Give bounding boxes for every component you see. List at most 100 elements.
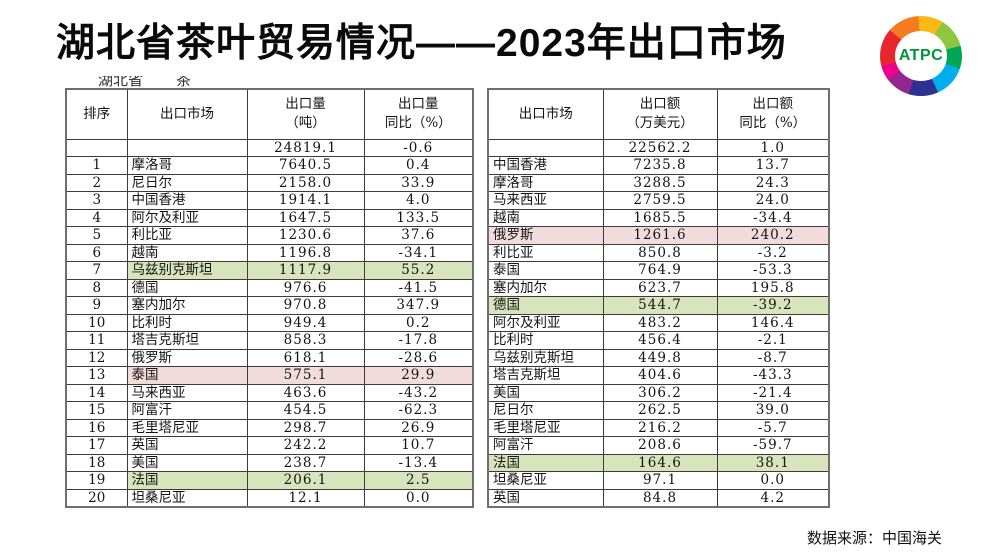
- rank-cell: 3: [65, 191, 128, 210]
- market-cell: 阿尔及利亚: [487, 313, 604, 332]
- value-cell: 544.7: [602, 296, 718, 315]
- market-cell: 越南: [126, 243, 248, 262]
- yoy-cell: -39.2: [716, 296, 830, 315]
- table-row: 毛里塔尼亚 216.2 -5.7: [487, 418, 830, 437]
- table-row: 1 摩洛哥 7640.5 0.4: [65, 156, 474, 175]
- table-row: 4 阿尔及利亚 1647.5 133.5: [65, 208, 474, 227]
- rank-cell: 6: [65, 243, 128, 262]
- value-cell: 623.7: [602, 278, 718, 297]
- value-cell: 12.1: [246, 488, 365, 507]
- value-cell: 764.9: [602, 261, 718, 280]
- value-cell: 208.6: [602, 436, 718, 455]
- rank-cell: 5: [65, 226, 128, 245]
- market-cell: 阿富汗: [126, 401, 248, 420]
- table-row: 坦桑尼亚 97.1 0.0: [487, 471, 830, 490]
- table-row: 17 英国 242.2 10.7: [65, 436, 474, 455]
- rank-cell: 1: [65, 156, 128, 175]
- table-row: 20 坦桑尼亚 12.1 0.0: [65, 488, 474, 507]
- market-cell: 尼日尔: [126, 173, 248, 192]
- yoy-cell: -41.5: [363, 278, 474, 297]
- table-row: 2 尼日尔 2158.0 33.9: [65, 173, 474, 192]
- value-cell: 306.2: [602, 383, 718, 402]
- market-cell: 摩洛哥: [487, 173, 604, 192]
- yoy-cell: 13.7: [716, 156, 830, 175]
- market-cell: 美国: [126, 453, 248, 472]
- header-cell: 排序: [65, 88, 128, 140]
- value-cell: 449.8: [602, 348, 718, 367]
- yoy-cell: -13.4: [363, 453, 474, 472]
- value-cell: 858.3: [246, 331, 365, 350]
- value-cell: 1914.1: [246, 191, 365, 210]
- header-cell: 出口额 同比（%）: [716, 88, 830, 140]
- table-row: 6 越南 1196.8 -34.1: [65, 243, 474, 262]
- yoy-cell: 37.6: [363, 226, 474, 245]
- yoy-cell: 240.2: [716, 226, 830, 245]
- export-volume-table: 排序 出口市场 出口量 （吨） 出口量 同比（%） 24819.1 -0.6 1 摩洛哥 764…: [65, 88, 474, 508]
- table-row: 14 马来西亚 463.6 -43.2: [65, 383, 474, 402]
- table-row: 美国 306.2 -21.4: [487, 383, 830, 402]
- table-row: 马来西亚 2759.5 24.0: [487, 191, 830, 210]
- yoy-cell: 0.2: [363, 313, 474, 332]
- value-cell: 456.4: [602, 331, 718, 350]
- table-row: 10 比利时 949.4 0.2: [65, 313, 474, 332]
- value-cell: 84.8: [602, 488, 718, 507]
- value-cell: 1647.5: [246, 208, 365, 227]
- table-row: 越南 1685.5 -34.4: [487, 208, 830, 227]
- table-row: 7 乌兹别克斯坦 1117.9 55.2: [65, 261, 474, 280]
- yoy-cell: 146.4: [716, 313, 830, 332]
- table-row: 乌兹别克斯坦 449.8 -8.7: [487, 348, 830, 367]
- table-row: 摩洛哥 3288.5 24.3: [487, 173, 830, 192]
- export-value-table: 出口市场 出口额 （万美元） 出口额 同比（%） 22562.2 1.0 中国香港 7235…: [487, 88, 830, 508]
- value-cell: 454.5: [246, 401, 365, 420]
- rank-cell: 10: [65, 313, 128, 332]
- header-cell: 出口额 （万美元）: [602, 88, 718, 140]
- market-cell: 塞内加尔: [487, 278, 604, 297]
- rank-cell: 13: [65, 366, 128, 385]
- market-cell: 阿尔及利亚: [126, 208, 248, 227]
- table-row: 3 中国香港 1914.1 4.0: [65, 191, 474, 210]
- table-row: 尼日尔 262.5 39.0: [487, 401, 830, 420]
- market-cell: 摩洛哥: [126, 156, 248, 175]
- rank-cell: 2: [65, 173, 128, 192]
- yoy-cell: -21.4: [716, 383, 830, 402]
- yoy-cell: -43.2: [363, 383, 474, 402]
- yoy-cell: 26.9: [363, 418, 474, 437]
- value-cell: 850.8: [602, 243, 718, 262]
- table-row: 德国 544.7 -39.2: [487, 296, 830, 315]
- yoy-cell: 133.5: [363, 208, 474, 227]
- yoy-cell: -53.3: [716, 261, 830, 280]
- yoy-cell: 0.0: [716, 471, 830, 490]
- value-cell: 1261.6: [602, 226, 718, 245]
- value-cell: 970.8: [246, 296, 365, 315]
- rank-cell: 8: [65, 278, 128, 297]
- value-cell: 404.6: [602, 366, 718, 385]
- yoy-cell: 2.5: [363, 471, 474, 490]
- market-cell: 中国香港: [487, 156, 604, 175]
- yoy-cell: -34.4: [716, 208, 830, 227]
- market-cell: 法国: [126, 471, 248, 490]
- value-cell: 164.6: [602, 453, 718, 472]
- rank-cell: 12: [65, 348, 128, 367]
- header-cell: 出口市场: [126, 88, 248, 140]
- yoy-cell: 4.2: [716, 488, 830, 507]
- market-cell: 毛里塔尼亚: [487, 418, 604, 437]
- table-row: 阿尔及利亚 483.2 146.4: [487, 313, 830, 332]
- value-cell: 22562.2: [602, 138, 718, 157]
- market-cell: 德国: [487, 296, 604, 315]
- page-title: 湖北省茶叶贸易情况——2023年出口市场: [56, 22, 787, 65]
- yoy-cell: 38.1: [716, 453, 830, 472]
- market-cell: 尼日尔: [487, 401, 604, 420]
- value-cell: 976.6: [246, 278, 365, 297]
- export-value-table-container: 出口市场 出口额 （万美元） 出口额 同比（%） 22562.2 1.0 中国香港 7235…: [487, 88, 830, 508]
- table-row: 11 塔吉克斯坦 858.3 -17.8: [65, 331, 474, 350]
- market-cell: 马来西亚: [487, 191, 604, 210]
- value-cell: 7235.8: [602, 156, 718, 175]
- value-cell: 206.1: [246, 471, 365, 490]
- yoy-cell: 24.0: [716, 191, 830, 210]
- rank-cell: 14: [65, 383, 128, 402]
- market-cell: 泰国: [487, 261, 604, 280]
- table-row: 比利时 456.4 -2.1: [487, 331, 830, 350]
- yoy-cell: -34.1: [363, 243, 474, 262]
- yoy-cell: 1.0: [716, 138, 830, 157]
- value-cell: 1196.8: [246, 243, 365, 262]
